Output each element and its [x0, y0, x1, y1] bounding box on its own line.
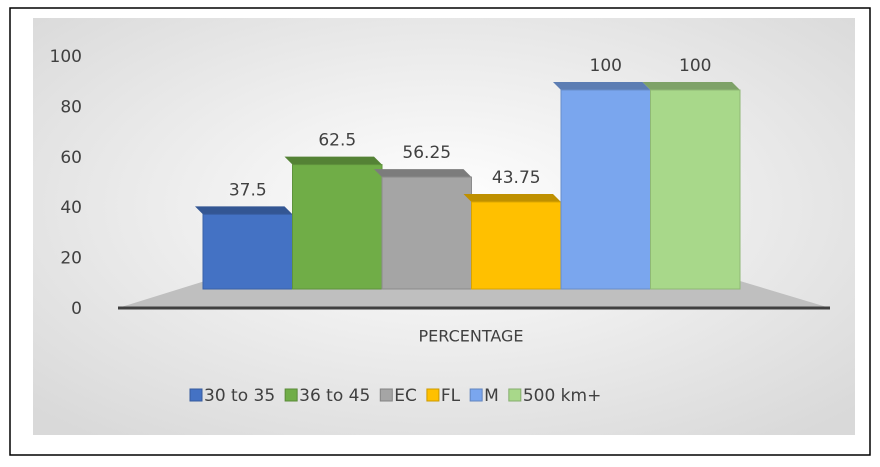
bar [381, 176, 472, 290]
data-label: 62.5 [318, 131, 356, 151]
y-tick-label: 60 [60, 148, 82, 168]
legend-swatch [379, 388, 393, 402]
bar [560, 89, 651, 290]
y-tick-label: 100 [50, 47, 82, 67]
legend-label: 30 to 35 [204, 386, 275, 406]
legend-swatch [189, 388, 203, 402]
legend-swatch [284, 388, 298, 402]
legend-label: M [484, 386, 499, 406]
data-label: 37.5 [229, 180, 267, 200]
y-tick-label: 40 [60, 198, 82, 218]
data-label: 43.75 [492, 168, 541, 188]
legend-label: EC [394, 386, 417, 406]
data-label: 100 [679, 56, 711, 76]
legend-swatch [426, 388, 440, 402]
y-tick-label: 20 [60, 249, 82, 269]
y-tick-label: 80 [60, 97, 82, 117]
bar-top [553, 82, 651, 90]
legend-label: 36 to 45 [299, 386, 370, 406]
bar-top [195, 206, 293, 215]
bar-top [463, 193, 561, 202]
bar-top [284, 156, 382, 165]
bar [471, 201, 562, 290]
data-label: 100 [590, 56, 622, 76]
bar [292, 164, 383, 290]
x-tick-label: PERCENTAGE [418, 327, 523, 346]
data-label: 56.25 [402, 143, 451, 163]
legend-label: FL [441, 386, 461, 406]
bar [650, 89, 741, 290]
legend-swatch [508, 388, 522, 402]
legend-label: 500 km+ [523, 386, 602, 406]
legend-swatch [469, 388, 483, 402]
y-tick-label: 0 [71, 299, 82, 319]
bar-top [374, 169, 472, 178]
bar-top [642, 82, 740, 90]
bar [202, 213, 293, 290]
